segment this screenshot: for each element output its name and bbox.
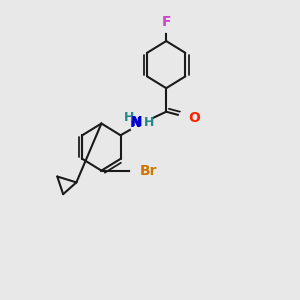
Text: Br: Br	[140, 164, 157, 178]
Text: H: H	[143, 116, 154, 128]
Text: H: H	[124, 111, 134, 124]
Text: N: N	[130, 116, 141, 130]
Text: O: O	[188, 111, 200, 124]
Text: F: F	[161, 15, 171, 29]
Text: N: N	[131, 115, 142, 129]
